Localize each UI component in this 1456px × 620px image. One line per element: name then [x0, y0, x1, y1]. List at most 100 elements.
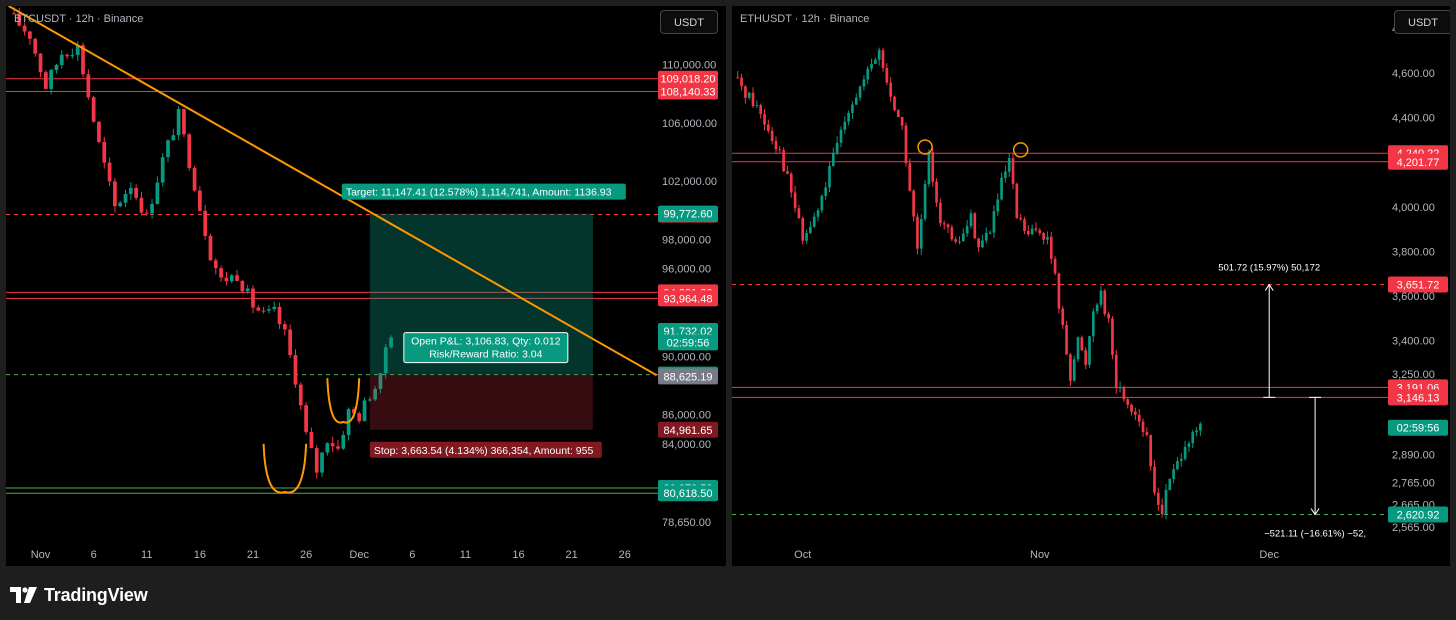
- btc-candle-body: [304, 405, 308, 432]
- eth-candle-body: [1057, 273, 1061, 309]
- btc-candle-body: [272, 306, 277, 310]
- eth-y-tick-label: 4,000.00: [1392, 202, 1435, 214]
- eth-y-tick-label: 2,765.00: [1392, 477, 1435, 489]
- eth-y-tick-label: 4,600.00: [1392, 68, 1435, 80]
- btc-currency-button[interactable]: USDT: [660, 10, 718, 34]
- eth-candle-body: [866, 68, 870, 80]
- eth-level-tag-bg: [1388, 153, 1448, 170]
- eth-candle-body: [893, 96, 896, 111]
- eth-candle-body: [874, 59, 877, 65]
- eth-candle-body: [996, 199, 1000, 212]
- btc-y-tick-label: 106,000.00: [662, 118, 717, 130]
- eth-candle-body: [763, 114, 766, 125]
- btc-candle-body: [155, 182, 160, 204]
- eth-candle-body: [1199, 423, 1202, 431]
- eth-measure-label: −521.11 (−16.61%) −52,: [1264, 529, 1366, 540]
- btc-candle-body: [75, 45, 80, 56]
- btc-candle-body: [38, 53, 43, 73]
- eth-symbol-label: ETHUSDT · 12h · Binance: [740, 13, 870, 25]
- btc-candle-body: [43, 72, 48, 89]
- eth-chart-canvas[interactable]: 4,800.004,600.004,400.004,000.003,800.00…: [732, 6, 1450, 566]
- btc-x-tick-label: 26: [300, 549, 312, 561]
- eth-candle-body: [931, 152, 935, 182]
- eth-countdown-tag-bg: [1388, 419, 1448, 436]
- eth-candle-body: [973, 213, 977, 239]
- btc-candle-body: [330, 443, 335, 447]
- eth-candle-body: [988, 232, 992, 234]
- eth-candle-body: [908, 163, 912, 191]
- eth-level-tag: 4,201.77: [1397, 157, 1440, 169]
- btc-candle-body: [336, 446, 340, 449]
- eth-candle-body: [1069, 354, 1072, 381]
- btc-candle-body: [118, 202, 123, 207]
- eth-candle-body: [1007, 158, 1011, 172]
- btc-chart-panel[interactable]: 110,000.00 106,000.00 102,000.00 98,000.00 9…: [6, 6, 726, 566]
- btc-candle-body: [54, 64, 59, 71]
- btc-candle-body: [256, 307, 261, 311]
- eth-candle-body: [1042, 233, 1045, 240]
- btc-level-tag-bg: [658, 485, 718, 502]
- btc-y-tick-label: 78,650.00: [662, 517, 711, 529]
- eth-candle-body: [736, 77, 740, 79]
- btc-level-tag: 80,618.50: [664, 488, 713, 500]
- eth-candle-body: [805, 233, 808, 241]
- btc-price-tag: 84,961.65: [664, 425, 713, 437]
- eth-candle-body: [801, 218, 805, 241]
- btc-symbol-label: BTCUSDT · 12h · Binance: [14, 13, 144, 25]
- btc-candle-body: [86, 74, 91, 98]
- btc-candle-body: [91, 97, 96, 122]
- btc-chart-canvas[interactable]: 110,000.00 106,000.00 102,000.00 98,000.00 9…: [6, 6, 726, 566]
- btc-stop-zone: [369, 374, 593, 430]
- eth-candle-body: [1126, 399, 1130, 405]
- eth-measure-arrow: [1310, 508, 1320, 516]
- eth-candle-body: [1084, 350, 1088, 365]
- eth-candle-body: [1187, 443, 1191, 447]
- eth-candle-body: [1111, 318, 1114, 355]
- btc-candle-body: [293, 355, 298, 385]
- btc-candle-body: [17, 13, 22, 26]
- btc-x-tick-label: Nov: [31, 549, 51, 561]
- eth-y-tick-label: 3,600.00: [1392, 291, 1435, 303]
- eth-candle-body: [1160, 504, 1164, 515]
- btc-x-tick-label: 16: [512, 549, 524, 561]
- btc-candle-body: [245, 288, 250, 292]
- eth-candle-body: [958, 241, 961, 243]
- eth-candle-body: [774, 140, 778, 150]
- btc-candle-body: [97, 121, 101, 143]
- eth-currency-button[interactable]: USDT: [1394, 10, 1450, 34]
- btc-candle-body: [251, 288, 255, 308]
- eth-candle-body: [1107, 313, 1110, 319]
- eth-candle-body: [1141, 421, 1145, 433]
- btc-target-label: Target: 11,147.41 (12.578%) 1,114,741, A…: [341, 183, 626, 200]
- tradingview-logo-icon: [10, 587, 37, 603]
- btc-x-tick-label: 11: [141, 549, 152, 561]
- eth-level-tag: 3,146.13: [1397, 392, 1440, 404]
- btc-candle-body: [362, 400, 367, 422]
- btc-level-tag-bg: [658, 83, 718, 100]
- btc-y-tick-label: 86,000.00: [662, 410, 711, 422]
- eth-candle-body: [1038, 230, 1042, 234]
- btc-candle-body: [389, 337, 393, 348]
- btc-candle-body: [144, 212, 149, 214]
- eth-candle-body: [900, 117, 904, 126]
- btc-candle-body: [107, 162, 112, 182]
- eth-candle-body: [1153, 466, 1156, 493]
- eth-candle-body: [755, 105, 759, 107]
- btc-candle-body: [314, 448, 319, 473]
- btc-arc-annotation: [262, 443, 308, 494]
- btc-candle-body: [150, 203, 154, 214]
- eth-candle-body: [1118, 387, 1122, 389]
- eth-candle-body: [1145, 432, 1149, 436]
- btc-candle-body: [267, 309, 271, 311]
- eth-chart-panel[interactable]: 4,800.004,600.004,400.004,000.003,800.00…: [732, 6, 1450, 566]
- btc-candle-body: [123, 193, 128, 203]
- btc-pnl-box: [403, 332, 569, 364]
- btc-candle-body: [298, 384, 303, 406]
- eth-level-tag-bg: [1388, 276, 1448, 293]
- eth-candle-body: [1004, 171, 1007, 178]
- btc-candle-body: [282, 324, 287, 330]
- eth-candle-body: [1065, 325, 1068, 355]
- eth-candle-body: [862, 79, 866, 87]
- btc-candle-body: [49, 70, 54, 89]
- eth-candle-body: [1179, 458, 1183, 461]
